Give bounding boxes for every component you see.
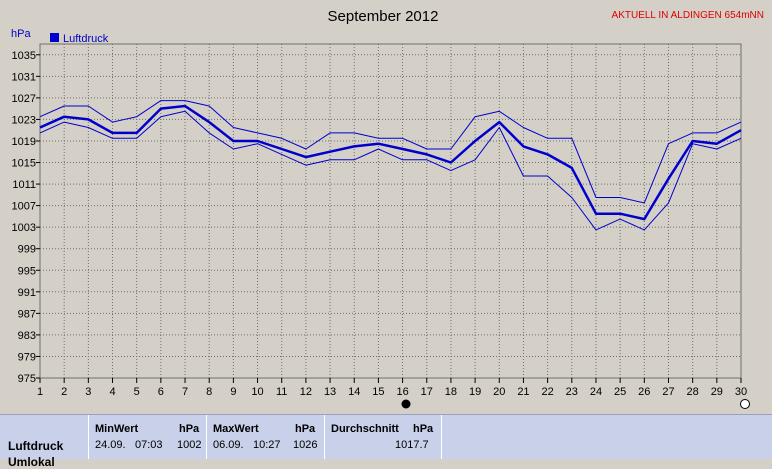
chart-title: September 2012 [328, 8, 439, 25]
x-tick-label: 28 [687, 386, 699, 398]
stats-row-label: Luftdruck [8, 439, 63, 453]
y-axis-unit: hPa [11, 28, 31, 40]
legend-swatch [50, 33, 59, 42]
x-tick-label: 17 [421, 386, 433, 398]
min-time: 07:03 [135, 439, 163, 451]
y-tick-label: 1019 [12, 136, 36, 148]
x-tick-label: 8 [206, 386, 212, 398]
x-tick-label: 25 [614, 386, 626, 398]
stats-panel: Luftdruck Umlokal MinWert hPa 24.09. 07:… [0, 414, 772, 459]
max-cell: MaxWert hPa 06.09. 10:27 1026 [206, 415, 324, 459]
avg-cell: Durchschnitt hPa 1017.7 [324, 415, 442, 459]
x-tick-label: 24 [590, 386, 602, 398]
max-value: 1026 [293, 439, 317, 451]
x-tick-label: 19 [469, 386, 481, 398]
y-tick-label: 1027 [12, 93, 36, 105]
legend-label: Luftdruck [63, 33, 109, 45]
x-tick-label: 1 [37, 386, 43, 398]
min-header: MinWert [95, 423, 138, 435]
x-tick-label: 26 [638, 386, 650, 398]
max-date: 06.09. [213, 439, 244, 451]
x-tick-label: 27 [662, 386, 674, 398]
x-tick-label: 11 [276, 386, 287, 398]
x-tick-label: 23 [566, 386, 578, 398]
x-tick-label: 14 [348, 386, 360, 398]
avg-value: 1017.7 [395, 439, 429, 451]
avg-unit: hPa [413, 423, 433, 435]
y-tick-label: 1035 [12, 50, 36, 62]
x-tick-label: 9 [230, 386, 236, 398]
avg-header: Durchschnitt [331, 423, 399, 435]
x-tick-label: 2 [61, 386, 67, 398]
y-tick-label: 999 [18, 244, 36, 256]
y-tick-label: 1023 [12, 114, 36, 126]
end-marker [741, 400, 750, 409]
y-tick-label: 983 [18, 330, 36, 342]
y-tick-labels: 975 979 983 987 991 995 999 1003 1007 1011 1015 101… [12, 50, 40, 385]
max-unit: hPa [295, 423, 315, 435]
max-time: 10:27 [253, 439, 281, 451]
stats-row-label-2: Umlokal [8, 455, 55, 469]
x-tick-label: 20 [493, 386, 505, 398]
x-tick-label: 13 [324, 386, 336, 398]
y-tick-label: 975 [18, 373, 36, 385]
y-tick-label: 1003 [12, 222, 36, 234]
x-tick-label: 3 [85, 386, 91, 398]
status-label: AKTUELL IN ALDINGEN 654mNN [612, 10, 764, 21]
y-tick-label: 1011 [12, 179, 36, 191]
x-tick-label: 5 [134, 386, 140, 398]
plot-area [40, 44, 741, 378]
y-tick-label: 991 [18, 287, 36, 299]
y-tick-label: 995 [18, 265, 36, 277]
x-tick-label: 21 [517, 386, 529, 398]
pressure-chart: September 2012 AKTUELL IN ALDINGEN 654mN… [0, 0, 772, 414]
x-tick-label: 22 [541, 386, 553, 398]
x-tick-label: 6 [158, 386, 164, 398]
x-tick-label: 10 [251, 386, 263, 398]
min-unit: hPa [179, 423, 199, 435]
min-cell: MinWert hPa 24.09. 07:03 1002 [88, 415, 206, 459]
x-tick-label: 16 [396, 386, 408, 398]
x-tick-label: 12 [300, 386, 312, 398]
y-tick-label: 1007 [12, 201, 36, 213]
x-tick-label: 30 [735, 386, 747, 398]
y-tick-label: 987 [18, 308, 36, 320]
x-tick-label: 7 [182, 386, 188, 398]
y-tick-label: 1031 [12, 71, 36, 83]
x-tick-label: 18 [445, 386, 457, 398]
x-tick-label: 4 [109, 386, 115, 398]
x-tick-label: 29 [711, 386, 723, 398]
x-tick-label: 15 [372, 386, 384, 398]
y-tick-label: 979 [18, 351, 36, 363]
y-tick-label: 1015 [12, 158, 36, 170]
min-date: 24.09. [95, 439, 126, 451]
min-value: 1002 [177, 439, 201, 451]
max-header: MaxWert [213, 423, 259, 435]
current-day-marker [402, 400, 411, 409]
